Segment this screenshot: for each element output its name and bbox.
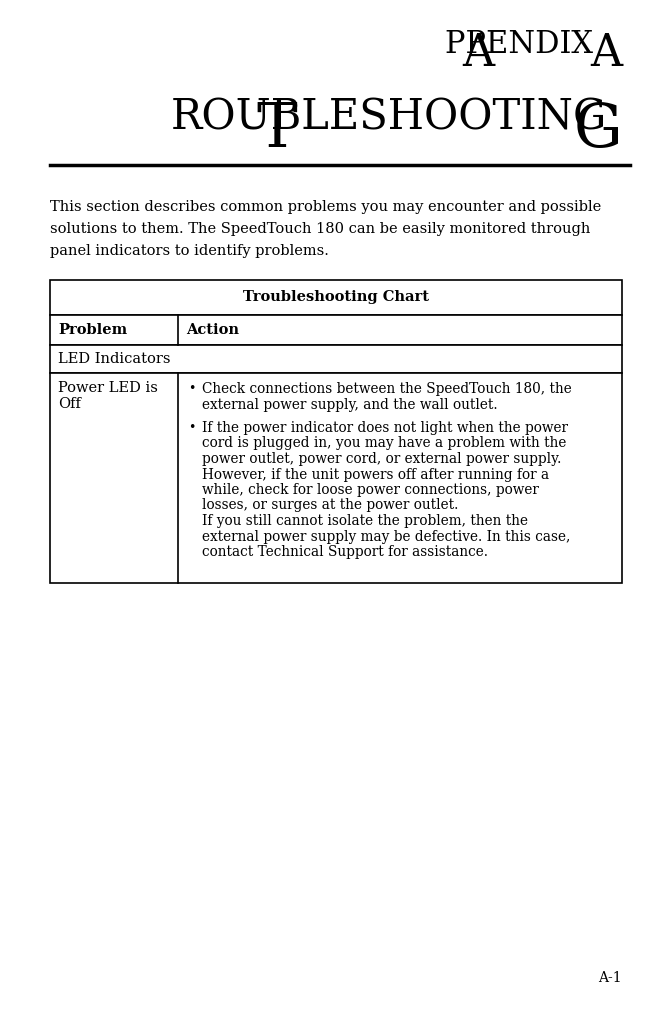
Text: solutions to them. The SpeedTouch 180 can be easily monitored through: solutions to them. The SpeedTouch 180 ca…	[50, 222, 591, 236]
Bar	[50, 373, 622, 583]
Text: external power supply, and the wall outlet.: external power supply, and the wall outl…	[202, 398, 497, 411]
Text: external power supply may be defective. In this case,: external power supply may be defective. …	[202, 529, 570, 543]
Text: A: A	[590, 32, 622, 75]
Text: Off: Off	[58, 397, 81, 411]
Text: If you still cannot isolate the problem, then the: If you still cannot isolate the problem,…	[202, 514, 528, 528]
Text: panel indicators to identify problems.: panel indicators to identify problems.	[50, 244, 329, 258]
Text: T: T	[256, 100, 297, 160]
Text: •: •	[188, 382, 195, 395]
Text: Check connections between the SpeedTouch 180, the: Check connections between the SpeedTouch…	[202, 382, 572, 396]
Text: A-1: A-1	[599, 971, 622, 985]
Text: ROUBLESHOOTING: ROUBLESHOOTING	[171, 96, 607, 138]
Text: A: A	[462, 32, 494, 75]
Text: cord is plugged in, you may have a problem with the: cord is plugged in, you may have a probl…	[202, 436, 566, 450]
Text: This section describes common problems you may encounter and possible: This section describes common problems y…	[50, 200, 601, 214]
Text: contact Technical Support for assistance.: contact Technical Support for assistance…	[202, 545, 488, 559]
Text: Troubleshooting Chart: Troubleshooting Chart	[243, 291, 429, 304]
Text: •: •	[188, 421, 195, 434]
Text: LED Indicators: LED Indicators	[58, 352, 171, 366]
Text: Problem: Problem	[58, 323, 127, 337]
Bar	[50, 315, 622, 345]
Bar	[50, 345, 622, 373]
Text: power outlet, power cord, or external power supply.: power outlet, power cord, or external po…	[202, 452, 561, 466]
Text: However, if the unit powers off after running for a: However, if the unit powers off after ru…	[202, 468, 549, 482]
Text: while, check for loose power connections, power: while, check for loose power connections…	[202, 483, 539, 497]
Text: losses, or surges at the power outlet.: losses, or surges at the power outlet.	[202, 499, 459, 512]
Text: PPENDIX: PPENDIX	[445, 29, 599, 60]
Text: Action: Action	[186, 323, 239, 337]
Text: Power LED is: Power LED is	[58, 381, 158, 395]
Text: If the power indicator does not light when the power: If the power indicator does not light wh…	[202, 421, 568, 435]
Bar	[50, 280, 622, 315]
Text: G: G	[574, 100, 622, 160]
